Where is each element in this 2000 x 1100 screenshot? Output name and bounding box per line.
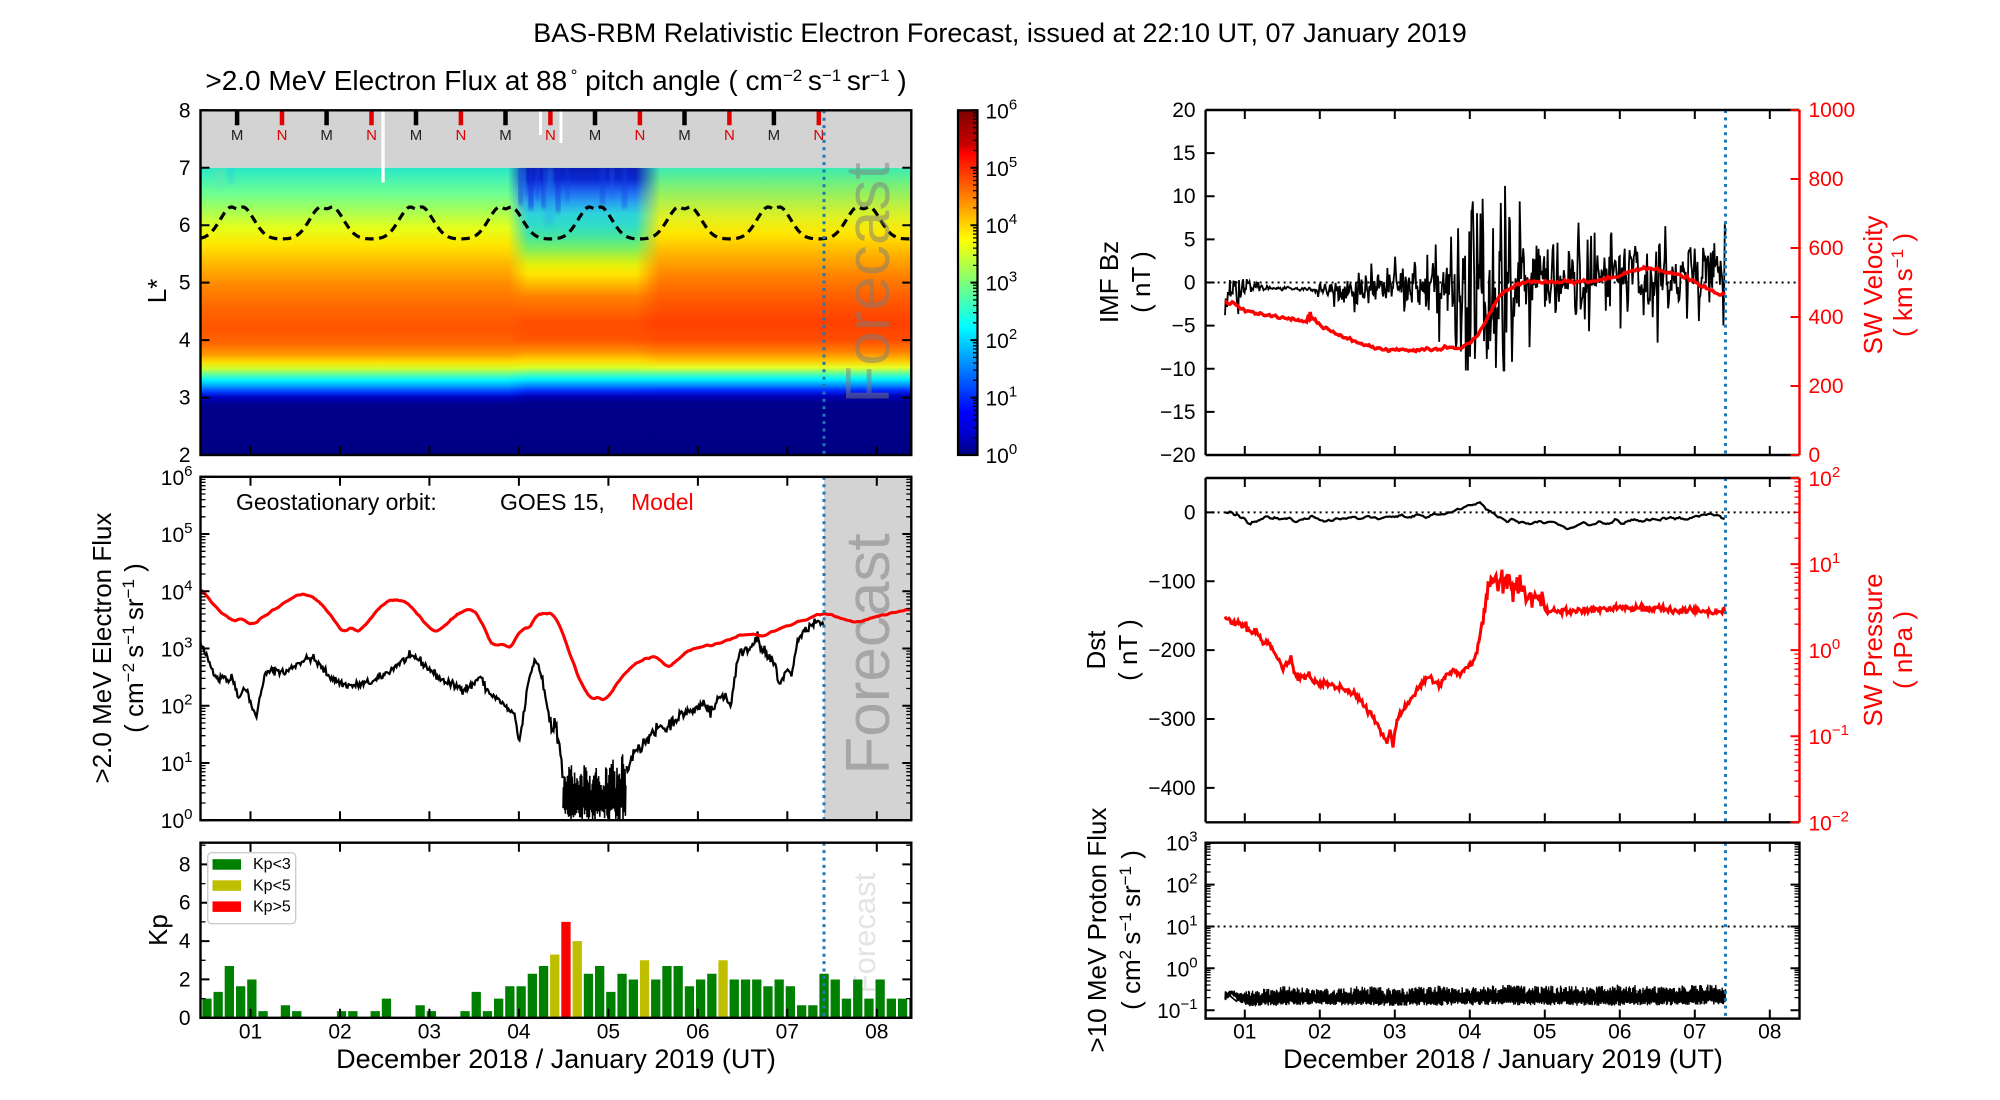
svg-text:05: 05 (1533, 1021, 1556, 1044)
svg-text:N: N (724, 127, 735, 144)
svg-text:07: 07 (776, 1021, 799, 1044)
svg-text:SW Pressure: SW Pressure (1858, 573, 1888, 726)
svg-text:Kp>5: Kp>5 (253, 898, 291, 915)
svg-text:−100: −100 (1148, 570, 1195, 593)
svg-text:02: 02 (328, 1021, 351, 1044)
svg-text:03: 03 (1383, 1021, 1406, 1044)
svg-text:200: 200 (1809, 375, 1844, 398)
svg-text:>10 MeV Proton Flux: >10 MeV Proton Flux (1082, 808, 1112, 1053)
svg-text:Kp<3: Kp<3 (253, 856, 291, 873)
svg-text:07: 07 (1683, 1021, 1706, 1044)
svg-text:December 2018 / January 2019 (: December 2018 / January 2019 (UT) (1283, 1044, 1723, 1074)
svg-text:GOES 15,: GOES 15, (500, 489, 605, 515)
svg-text:08: 08 (1758, 1021, 1781, 1044)
svg-text:N: N (634, 127, 645, 144)
svg-text:BAS-RBM Relativistic Electron: BAS-RBM Relativistic Electron Forecast, … (533, 18, 1466, 48)
svg-text:Forecast: Forecast (847, 872, 882, 993)
svg-text:3: 3 (179, 387, 191, 410)
svg-text:Model: Model (631, 489, 694, 515)
svg-text:0: 0 (1809, 444, 1821, 467)
svg-text:( km s−1 ): ( km s−1 ) (1888, 233, 1918, 337)
svg-text:0: 0 (179, 1007, 191, 1030)
svg-text:03: 03 (418, 1021, 441, 1044)
svg-text:−200: −200 (1148, 639, 1195, 662)
svg-text:01: 01 (239, 1021, 262, 1044)
svg-text:6: 6 (179, 214, 191, 237)
svg-text:M: M (678, 127, 691, 144)
svg-text:−20: −20 (1160, 444, 1196, 467)
svg-text:7: 7 (179, 157, 191, 180)
svg-text:10: 10 (1172, 185, 1195, 208)
svg-text:2: 2 (179, 444, 191, 467)
svg-text:L*: L* (142, 279, 172, 304)
svg-text:Geostationary orbit:: Geostationary orbit: (236, 489, 437, 515)
svg-text:02: 02 (1308, 1021, 1331, 1044)
svg-text:05: 05 (597, 1021, 620, 1044)
svg-text:800: 800 (1809, 168, 1844, 191)
svg-text:N: N (545, 127, 556, 144)
svg-text:8: 8 (179, 99, 191, 122)
svg-text:2: 2 (179, 968, 191, 991)
svg-text:20: 20 (1172, 99, 1195, 122)
svg-text:Kp<5: Kp<5 (253, 877, 291, 894)
svg-text:5: 5 (1184, 228, 1196, 251)
svg-text:−15: −15 (1160, 401, 1196, 424)
svg-text:4: 4 (179, 930, 191, 953)
svg-text:N: N (277, 127, 288, 144)
svg-text:SW Velocity: SW Velocity (1858, 216, 1888, 355)
svg-text:15: 15 (1172, 142, 1195, 165)
svg-text:600: 600 (1809, 237, 1844, 260)
svg-text:>2.0 MeV Electron Flux at 88 °: >2.0 MeV Electron Flux at 88 ° pitch ang… (205, 65, 906, 96)
svg-text:101: 101 (161, 749, 193, 776)
svg-text:M: M (499, 127, 512, 144)
svg-text:M: M (231, 127, 244, 144)
svg-text:06: 06 (1608, 1021, 1631, 1044)
svg-text:Dst: Dst (1081, 630, 1111, 670)
svg-text:103: 103 (986, 269, 1018, 296)
svg-text:0: 0 (1184, 272, 1196, 295)
svg-text:0: 0 (1184, 501, 1196, 524)
svg-text:06: 06 (686, 1021, 709, 1044)
svg-text:December 2018 / January 2019 (: December 2018 / January 2019 (UT) (336, 1044, 776, 1074)
svg-text:M: M (768, 127, 781, 144)
svg-text:−5: −5 (1172, 315, 1196, 338)
svg-text:1000: 1000 (1809, 99, 1856, 122)
svg-text:−10: −10 (1160, 358, 1196, 381)
svg-text:IMF Bz: IMF Bz (1094, 241, 1124, 323)
svg-text:Kp: Kp (143, 914, 173, 946)
svg-text:8: 8 (179, 853, 191, 876)
svg-text:N: N (366, 127, 377, 144)
svg-text:Forecast: Forecast (834, 162, 903, 403)
svg-text:M: M (320, 127, 333, 144)
svg-text:>2.0 MeV Electron Flux: >2.0 MeV Electron Flux (87, 513, 117, 784)
svg-text:−300: −300 (1148, 708, 1195, 731)
svg-text:04: 04 (1458, 1021, 1482, 1044)
svg-text:01: 01 (1233, 1021, 1256, 1044)
svg-text:N: N (455, 127, 466, 144)
svg-text:( nT ): ( nT ) (1113, 619, 1143, 681)
svg-text:−400: −400 (1148, 777, 1195, 800)
svg-text:5: 5 (179, 272, 191, 295)
svg-text:( nT ): ( nT ) (1126, 251, 1156, 313)
svg-text:N: N (813, 127, 824, 144)
svg-text:M: M (410, 127, 423, 144)
svg-text:M: M (589, 127, 602, 144)
svg-text:4: 4 (179, 329, 191, 352)
svg-text:08: 08 (865, 1021, 888, 1044)
svg-text:04: 04 (507, 1021, 531, 1044)
svg-text:( nPa ): ( nPa ) (1888, 611, 1918, 689)
svg-text:400: 400 (1809, 306, 1844, 329)
svg-text:Forecast: Forecast (834, 533, 903, 774)
svg-text:6: 6 (179, 892, 191, 915)
svg-text:105: 105 (161, 520, 193, 547)
